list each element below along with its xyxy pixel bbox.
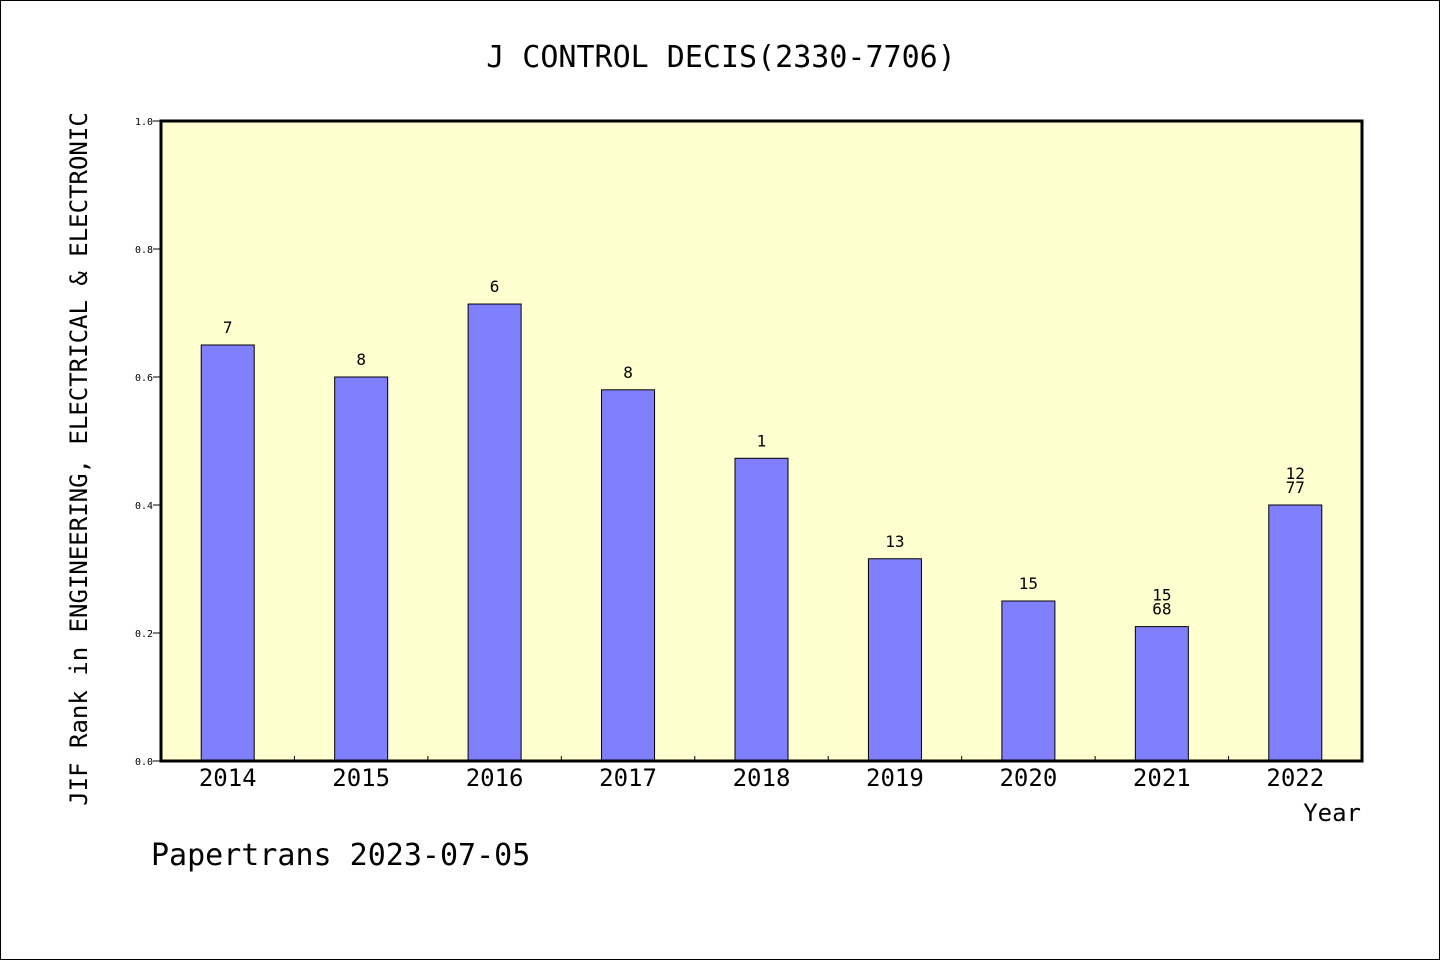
bar-data-label: 8 xyxy=(623,363,633,382)
x-tick-label: 2019 xyxy=(866,764,924,792)
bar-2020 xyxy=(1001,600,1056,762)
x-tick-label: 2018 xyxy=(733,764,791,792)
bar-2022 xyxy=(1268,504,1323,762)
x-axis-title: Year xyxy=(1303,799,1361,827)
y-axis-title: JIF Rank in ENGINEERING, ELECTRICAL & EL… xyxy=(65,112,93,806)
y-tick-label: 0.6 xyxy=(135,373,153,384)
x-tick-label: 2017 xyxy=(599,764,657,792)
x-tick-label: 2014 xyxy=(199,764,257,792)
x-tick-label: 2016 xyxy=(466,764,524,792)
bar-data-label: 6 xyxy=(490,277,500,296)
y-tick-label: 0.2 xyxy=(135,629,153,640)
bar-2018 xyxy=(734,457,789,762)
bar-data-label: 8 xyxy=(356,350,366,369)
x-tick-label: 2021 xyxy=(1133,764,1191,792)
bar-2014 xyxy=(200,344,255,762)
bar-2021 xyxy=(1134,626,1189,762)
x-tick-label: 2022 xyxy=(1266,764,1324,792)
y-tick-label: 0.8 xyxy=(135,245,153,256)
bar-2017 xyxy=(601,389,656,762)
bar-data-label: 13 xyxy=(885,532,904,551)
bar-data-label: 1 xyxy=(757,431,767,450)
y-tick-label: 1.0 xyxy=(135,117,153,128)
bar-data-label: 12 xyxy=(1286,464,1305,483)
bar-data-label: 68 xyxy=(1152,600,1171,619)
bar-2019 xyxy=(867,558,922,762)
footer-text: Papertrans 2023-07-05 xyxy=(151,838,530,873)
bar-data-label: 15 xyxy=(1152,586,1171,605)
bar-data-label: 15 xyxy=(1019,574,1038,593)
bar-2016 xyxy=(467,303,522,762)
x-tick-label: 2020 xyxy=(999,764,1057,792)
y-tick-label: 0.0 xyxy=(135,757,153,768)
bar-data-label: 7 xyxy=(223,318,233,337)
bar-2015 xyxy=(334,376,389,762)
bar-data-label: 77 xyxy=(1286,478,1305,497)
chart-title: J CONTROL DECIS(2330-7706) xyxy=(486,40,956,75)
plot-border xyxy=(159,119,1364,763)
y-tick-label: 0.4 xyxy=(135,501,153,512)
x-tick-label: 2015 xyxy=(332,764,390,792)
